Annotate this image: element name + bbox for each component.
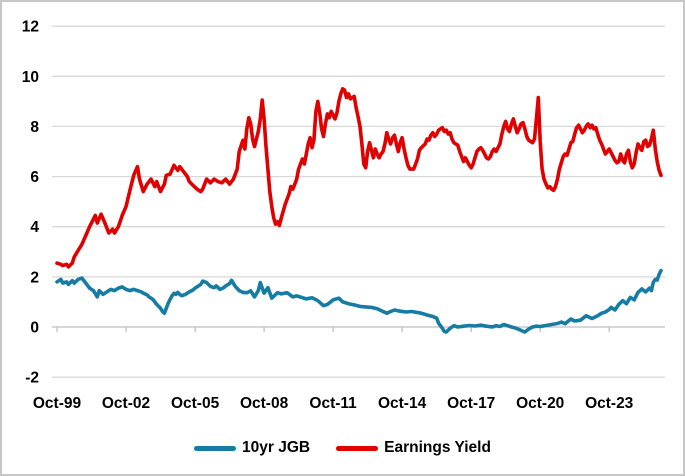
y-axis-label: 2 bbox=[30, 269, 39, 286]
x-axis-label: Oct-20 bbox=[516, 395, 564, 412]
x-axis-label: Oct-23 bbox=[585, 395, 634, 412]
gridlines bbox=[52, 25, 665, 378]
x-axis-label: Oct-05 bbox=[171, 395, 220, 412]
legend: 10yr JGB Earnings Yield bbox=[2, 438, 683, 458]
legend-item-earnings-yield: Earnings Yield bbox=[336, 440, 491, 456]
legend-swatch-earnings-yield bbox=[336, 445, 379, 451]
x-axis-label: Oct-08 bbox=[240, 395, 289, 412]
x-axis-label: Oct-02 bbox=[102, 395, 150, 412]
legend-item-10yr-jgb: 10yr JGB bbox=[194, 440, 310, 456]
legend-swatch-10yr-jgb bbox=[194, 445, 237, 451]
series-line-earnings-yield bbox=[55, 87, 663, 269]
y-axis-label: 4 bbox=[30, 219, 39, 236]
legend-label-10yr-jgb: 10yr JGB bbox=[242, 439, 311, 457]
y-axis-label: 10 bbox=[22, 69, 39, 86]
y-axis-label: 12 bbox=[22, 19, 39, 36]
x-axis-label: Oct-17 bbox=[447, 395, 495, 412]
y-axis-label: 0 bbox=[30, 320, 39, 337]
x-axis-label: Oct-14 bbox=[378, 395, 427, 412]
x-axis-label: Oct-11 bbox=[309, 395, 357, 412]
x-axis-label: Oct-99 bbox=[33, 395, 82, 412]
y-axis-label: 6 bbox=[30, 169, 39, 186]
legend-label-earnings-yield: Earnings Yield bbox=[384, 439, 491, 457]
y-axis-label: -2 bbox=[25, 370, 39, 387]
series-line-10yr-jgb bbox=[55, 268, 663, 334]
x-axis bbox=[52, 326, 665, 332]
y-axis-label: 8 bbox=[30, 119, 39, 136]
y-axis-labels: -2 0 2 4 6 8 10 12 bbox=[22, 19, 40, 387]
x-axis-labels: Oct-99 Oct-02 Oct-05 Oct-08 Oct-11 Oct-14 Oct-… bbox=[33, 395, 634, 412]
